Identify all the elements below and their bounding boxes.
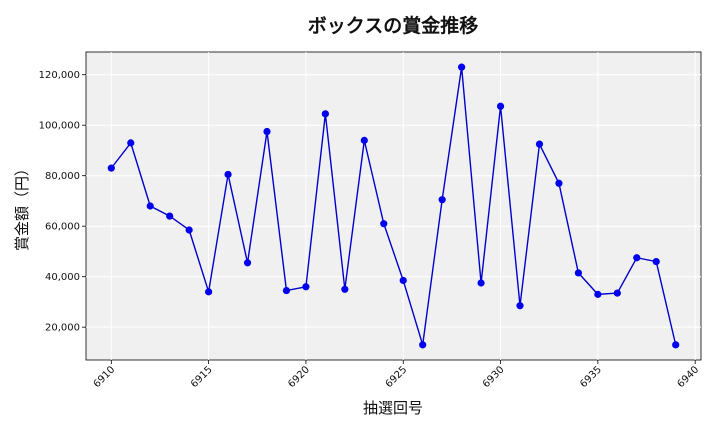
plot-frame	[85, 51, 702, 361]
y-tick-label: 120,000	[39, 70, 80, 81]
data-point	[555, 179, 563, 187]
data-point	[205, 288, 213, 296]
data-point	[107, 164, 115, 172]
data-point	[496, 102, 505, 110]
x-tick-label: 6920	[286, 364, 312, 390]
data-point	[127, 139, 135, 147]
data-point	[224, 170, 232, 179]
data-point	[535, 140, 544, 148]
data-point	[399, 276, 407, 285]
y-tick-label: 60,000	[45, 222, 80, 233]
data-point	[458, 63, 466, 71]
data-point	[302, 283, 310, 291]
x-tick-label: 6915	[189, 364, 215, 390]
data-point	[341, 285, 349, 293]
x-tick-label: 6925	[384, 364, 410, 390]
series-markers	[107, 63, 680, 349]
data-point	[419, 341, 427, 349]
y-axis: 20,000 40,000 60,000 80,000 100,000 120,000	[39, 70, 86, 334]
data-point	[185, 226, 193, 234]
data-point	[438, 196, 446, 204]
data-point	[263, 127, 271, 136]
x-tick-label: 6930	[481, 364, 507, 390]
data-point	[166, 212, 174, 220]
data-point	[243, 259, 252, 267]
data-point	[516, 302, 524, 310]
data-point	[613, 289, 621, 297]
data-point	[594, 290, 602, 298]
data-point	[652, 257, 660, 266]
data-point	[477, 279, 485, 287]
data-point	[380, 220, 388, 228]
y-tick-label: 20,000	[45, 323, 80, 334]
plot-area	[86, 52, 701, 360]
y-tick-label: 80,000	[45, 171, 80, 182]
y-tick-label: 100,000	[39, 121, 80, 132]
series-line	[110, 67, 677, 346]
y-axis-label: 賞金額（円）	[13, 161, 31, 251]
data-point	[360, 136, 368, 144]
x-axis: 6910 6915 6920 6925 6930 6935 6940	[92, 360, 702, 390]
data-point	[672, 341, 680, 349]
chart-title: ボックスの賞金推移	[308, 14, 478, 37]
y-tick-label: 40,000	[45, 272, 80, 283]
data-point	[146, 202, 154, 210]
data-point	[282, 286, 291, 295]
data-point	[633, 254, 641, 262]
data-point	[321, 110, 329, 118]
x-axis-label: 抽選回号	[363, 399, 423, 417]
x-tick-label: 6935	[578, 364, 604, 390]
x-tick-label: 6910	[92, 364, 118, 390]
data-point	[574, 269, 582, 277]
x-tick-label: 6940	[676, 364, 702, 390]
